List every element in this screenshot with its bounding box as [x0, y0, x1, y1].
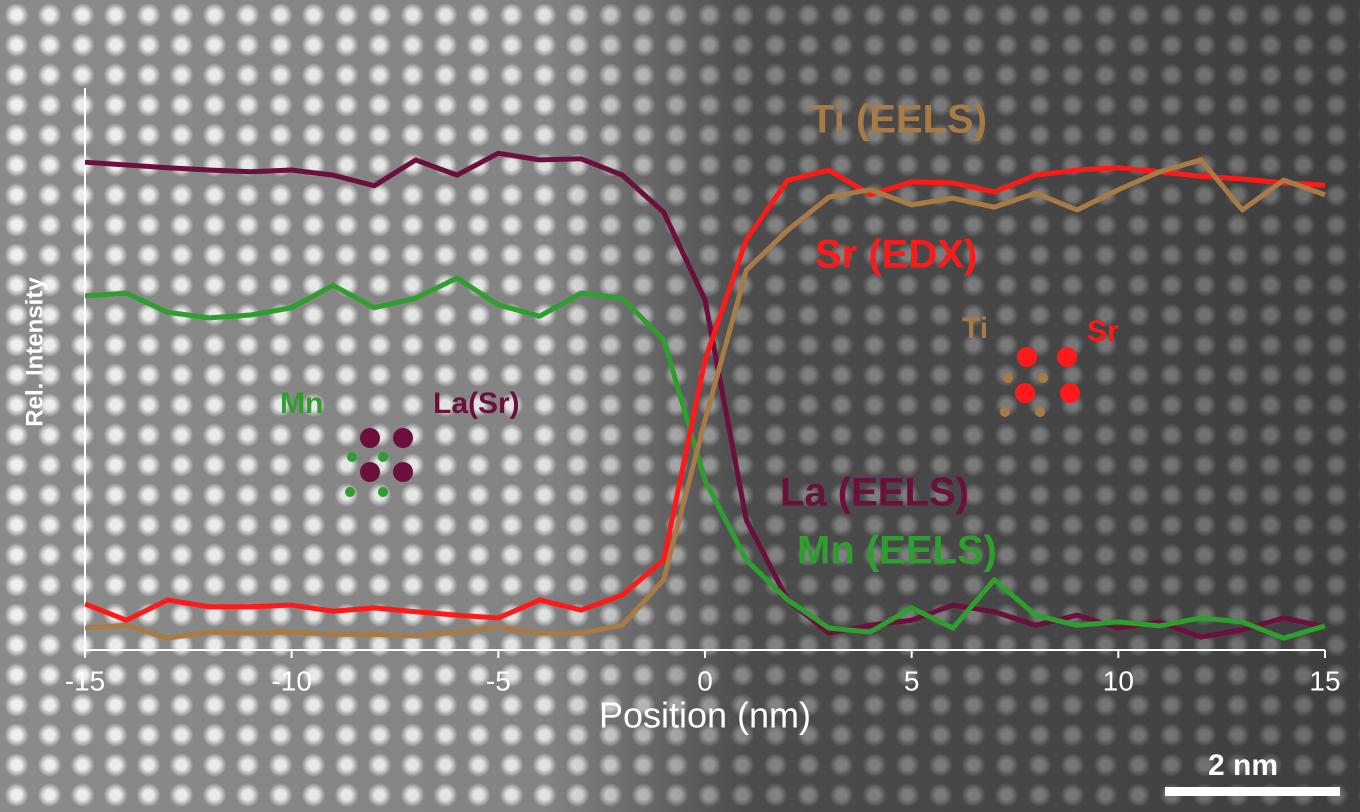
- annotation: Mn: [280, 387, 323, 420]
- annotation: Sr: [1087, 315, 1119, 348]
- sr-ti-lattice-icon: [1000, 347, 1080, 417]
- series-line: [84, 150, 1326, 640]
- x-tick-label: 15: [1309, 665, 1340, 696]
- annotation: La(Sr): [433, 387, 520, 420]
- x-tick-label: -10: [271, 665, 311, 696]
- x-axis-title: Position (nm): [599, 695, 811, 736]
- x-tick-label: -15: [65, 665, 105, 696]
- series-label: Sr (EDX): [815, 233, 977, 277]
- series-line: [84, 157, 1326, 641]
- scale-bar: [1165, 787, 1340, 796]
- annotation: Ti: [962, 312, 988, 345]
- x-tick-label: 5: [904, 665, 920, 696]
- x-tick-label: 10: [1103, 665, 1134, 696]
- series-line: [84, 275, 1326, 641]
- x-tick-label: 0: [697, 665, 713, 696]
- series-line: [84, 165, 1326, 623]
- series-label: Ti (EELS): [810, 98, 987, 142]
- series-label: Mn (EELS): [797, 529, 997, 573]
- scale-bar-label: 2 nm: [1208, 749, 1278, 782]
- series-label: La (EELS): [780, 471, 969, 515]
- y-axis-title: Rel. Intensity: [21, 277, 48, 427]
- la-mn-lattice-icon: [345, 428, 413, 497]
- x-tick-label: -5: [486, 665, 511, 696]
